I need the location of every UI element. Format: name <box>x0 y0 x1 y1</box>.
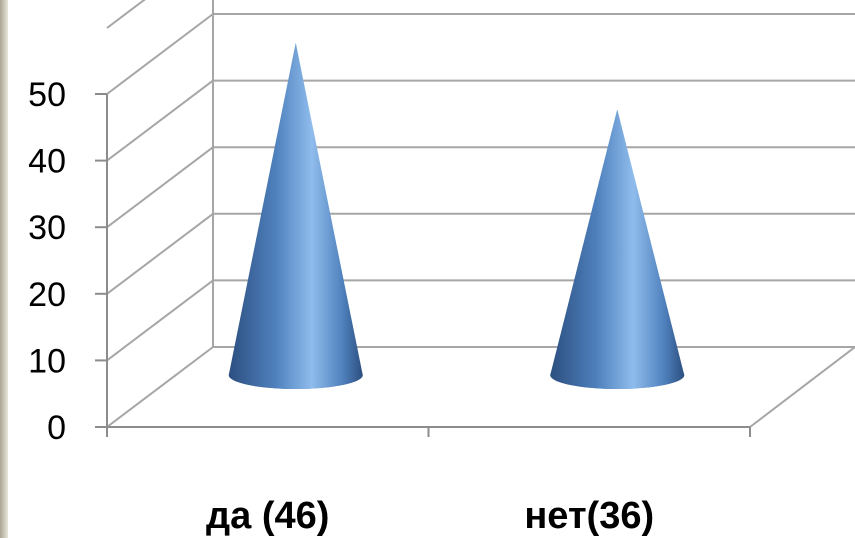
gridline-side <box>106 346 214 428</box>
cone-body <box>550 109 685 390</box>
cone-2 <box>550 109 685 390</box>
x-category-label: нет(36) <box>524 495 654 537</box>
gridline-side <box>106 0 146 29</box>
axis-layer <box>95 93 751 437</box>
page-edge <box>0 0 8 538</box>
cone-1 <box>228 42 363 389</box>
cone-layer <box>228 42 685 390</box>
label-layer: 0 10 20 30 40 50 да (46) нет(36) <box>28 76 654 537</box>
grid-layer <box>106 0 855 428</box>
y-tick-label: 40 <box>28 143 66 181</box>
cone-body <box>228 42 363 389</box>
x-category-label: да (46) <box>206 495 329 537</box>
gridline-side <box>106 13 214 95</box>
y-tick-label: 20 <box>28 276 66 314</box>
y-tick-label: 0 <box>47 409 66 447</box>
gridline-side <box>106 279 214 362</box>
gridline-side <box>106 213 214 295</box>
y-tick-label: 30 <box>28 209 66 247</box>
y-tick-label: 10 <box>28 342 66 380</box>
y-tick-label: 50 <box>28 76 66 114</box>
gridline-side <box>106 146 214 228</box>
floor-edge <box>749 346 855 428</box>
gridline-side <box>106 79 214 162</box>
